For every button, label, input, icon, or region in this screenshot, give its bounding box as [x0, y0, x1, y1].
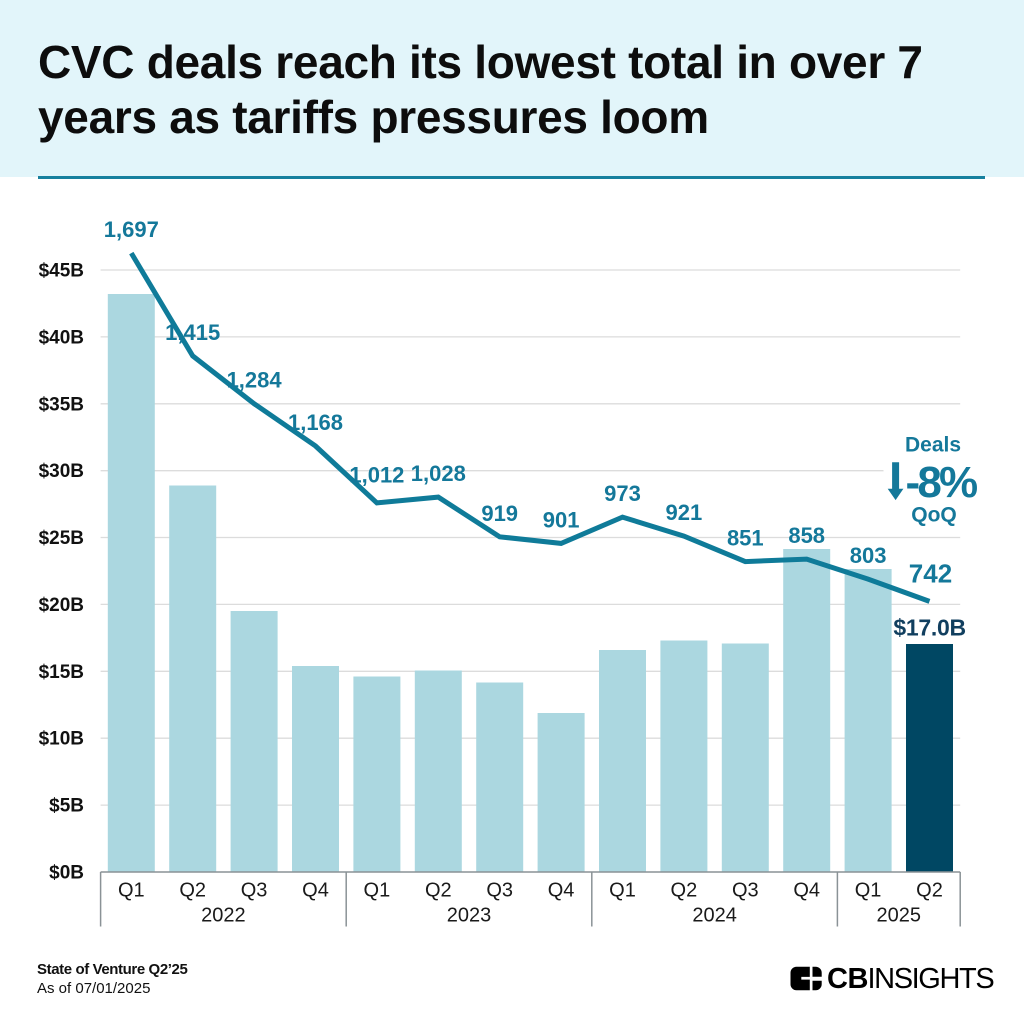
- svg-text:Q4: Q4: [302, 880, 329, 902]
- svg-text:2024: 2024: [692, 905, 737, 927]
- svg-text:$35B: $35B: [39, 394, 84, 415]
- svg-text:921: 921: [666, 500, 703, 525]
- svg-text:$0B: $0B: [49, 863, 84, 884]
- svg-text:Q3: Q3: [486, 880, 513, 902]
- svg-text:Q3: Q3: [732, 880, 759, 902]
- svg-text:CB: CB: [827, 963, 868, 995]
- svg-text:Q2: Q2: [179, 880, 206, 902]
- svg-text:919: 919: [481, 501, 518, 526]
- svg-text:Q2: Q2: [916, 880, 943, 902]
- svg-text:1,697: 1,697: [104, 217, 159, 242]
- svg-text:INSIGHTS: INSIGHTS: [868, 963, 995, 995]
- svg-text:QoQ: QoQ: [911, 504, 957, 527]
- svg-text:Q2: Q2: [671, 880, 698, 902]
- svg-text:$10B: $10B: [39, 729, 84, 750]
- svg-text:742: 742: [909, 558, 952, 588]
- svg-text:Q1: Q1: [364, 880, 391, 902]
- svg-text:$25B: $25B: [39, 528, 84, 549]
- svg-text:Q2: Q2: [425, 880, 452, 902]
- svg-text:1,415: 1,415: [165, 320, 220, 345]
- svg-text:$17.0B: $17.0B: [893, 615, 965, 641]
- svg-text:Q1: Q1: [118, 880, 145, 902]
- svg-text:Q4: Q4: [793, 880, 820, 902]
- svg-text:851: 851: [727, 526, 764, 551]
- svg-text:858: 858: [788, 523, 825, 548]
- svg-text:2023: 2023: [447, 905, 492, 927]
- svg-text:Deals: Deals: [905, 434, 961, 457]
- svg-text:$5B: $5B: [49, 796, 84, 817]
- svg-text:1,284: 1,284: [227, 368, 283, 393]
- svg-text:973: 973: [604, 481, 641, 506]
- svg-text:803: 803: [850, 543, 887, 568]
- svg-text:$45B: $45B: [39, 261, 84, 282]
- svg-text:$40B: $40B: [39, 327, 84, 348]
- svg-text:1,168: 1,168: [288, 410, 343, 435]
- svg-text:Q4: Q4: [548, 880, 575, 902]
- svg-text:1,012: 1,012: [349, 462, 404, 487]
- svg-text:$30B: $30B: [39, 461, 84, 482]
- svg-text:Q1: Q1: [855, 880, 882, 902]
- svg-text:Q3: Q3: [241, 880, 268, 902]
- svg-text:Q1: Q1: [609, 880, 636, 902]
- svg-text:-8%: -8%: [906, 458, 978, 507]
- svg-text:$15B: $15B: [39, 662, 84, 683]
- svg-text:901: 901: [543, 507, 580, 532]
- svg-text:2025: 2025: [877, 905, 922, 927]
- svg-text:2022: 2022: [201, 905, 246, 927]
- svg-text:$20B: $20B: [39, 595, 84, 616]
- svg-text:1,028: 1,028: [411, 461, 466, 486]
